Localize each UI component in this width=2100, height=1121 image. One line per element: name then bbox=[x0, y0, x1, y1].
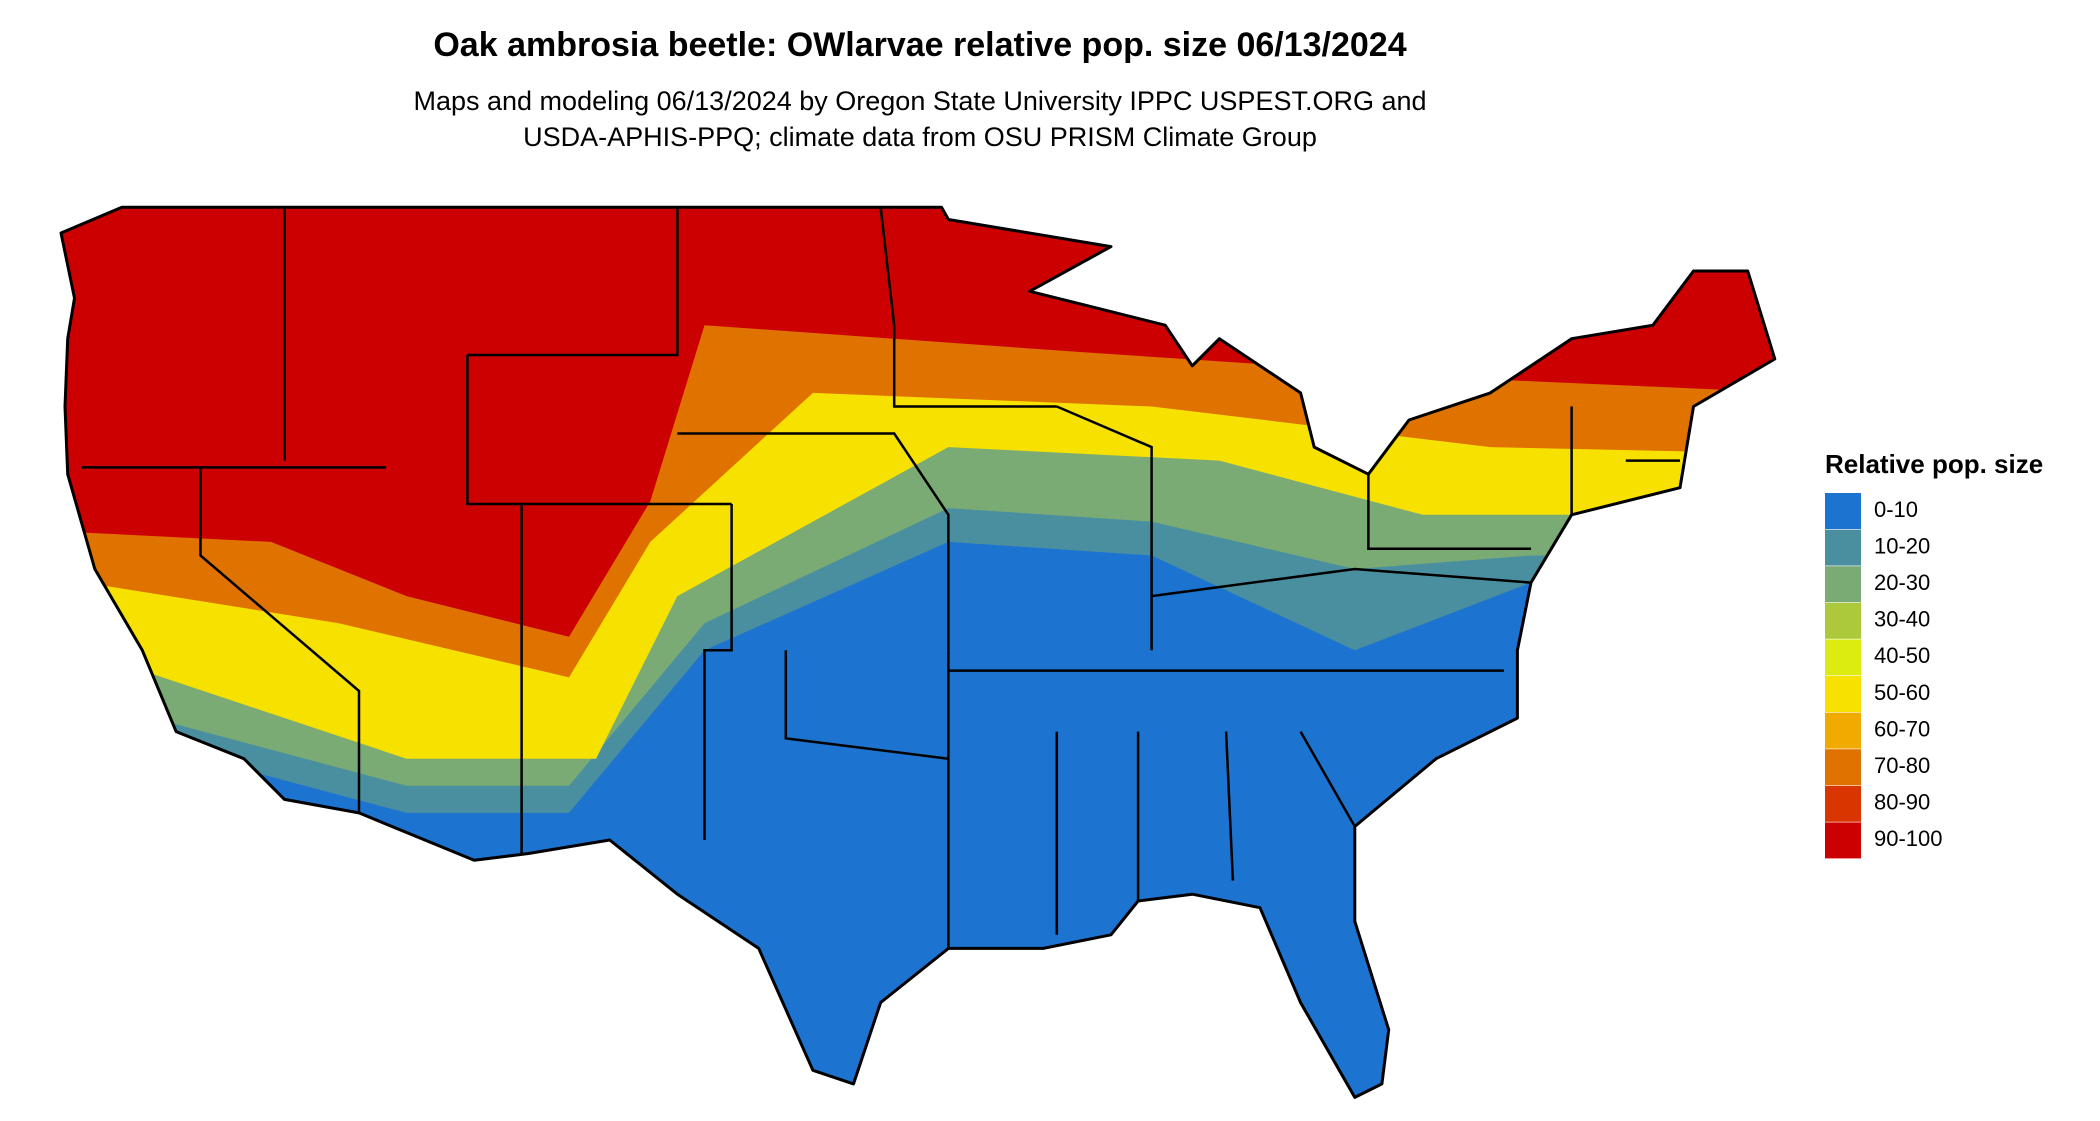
legend-swatch bbox=[1825, 822, 1861, 859]
legend-label: 90-100 bbox=[1874, 826, 1943, 851]
state-border bbox=[1151, 567, 1532, 598]
legend-swatch bbox=[1825, 493, 1861, 529]
legend-label: 10-20 bbox=[1874, 533, 1930, 558]
legend-label: 40-50 bbox=[1874, 643, 1930, 668]
legend: 0-10 10-20 20-30 30-40 40-50 50-60 60-70 70-80 8… bbox=[1825, 493, 1943, 859]
state-border bbox=[1056, 405, 1153, 651]
legend-label: 70-80 bbox=[1874, 753, 1930, 778]
subtitle-line: USDA-APHIS-PPQ; climate data from OSU PR… bbox=[523, 122, 1317, 152]
state-border bbox=[879, 207, 1057, 408]
subtitle-line: Maps and modeling 06/13/2024 by Oregon S… bbox=[413, 86, 1426, 116]
state-borders bbox=[81, 207, 1680, 949]
legend-swatch bbox=[1825, 602, 1861, 639]
state-border bbox=[199, 467, 361, 813]
legend-label: 60-70 bbox=[1874, 716, 1930, 741]
legend-label: 20-30 bbox=[1874, 570, 1930, 595]
legend-label: 80-90 bbox=[1874, 790, 1930, 815]
legend-swatch bbox=[1825, 785, 1861, 822]
legend-swatch bbox=[1825, 529, 1861, 566]
state-border bbox=[784, 650, 949, 760]
legend-swatch bbox=[1825, 749, 1861, 786]
legend-label: 0-10 bbox=[1874, 497, 1918, 522]
country-outline bbox=[59, 205, 1777, 1099]
legend-swatch bbox=[1825, 712, 1861, 749]
state-border bbox=[1367, 474, 1531, 550]
legend-swatch bbox=[1825, 639, 1861, 676]
state-border bbox=[703, 504, 733, 840]
state-border bbox=[1224, 731, 1235, 881]
state-border bbox=[677, 432, 950, 651]
legend-swatch bbox=[1825, 676, 1861, 712]
map-title: Oak ambrosia beetle: OWlarvae relative p… bbox=[433, 26, 1406, 64]
legend-label: 30-40 bbox=[1874, 607, 1930, 632]
state-border bbox=[466, 355, 732, 506]
legend-swatch bbox=[1825, 566, 1861, 603]
state-border bbox=[1299, 730, 1356, 828]
legend-label: 50-60 bbox=[1874, 680, 1930, 705]
state-border bbox=[467, 207, 679, 357]
legend-title: Relative pop. size bbox=[1825, 449, 2043, 479]
